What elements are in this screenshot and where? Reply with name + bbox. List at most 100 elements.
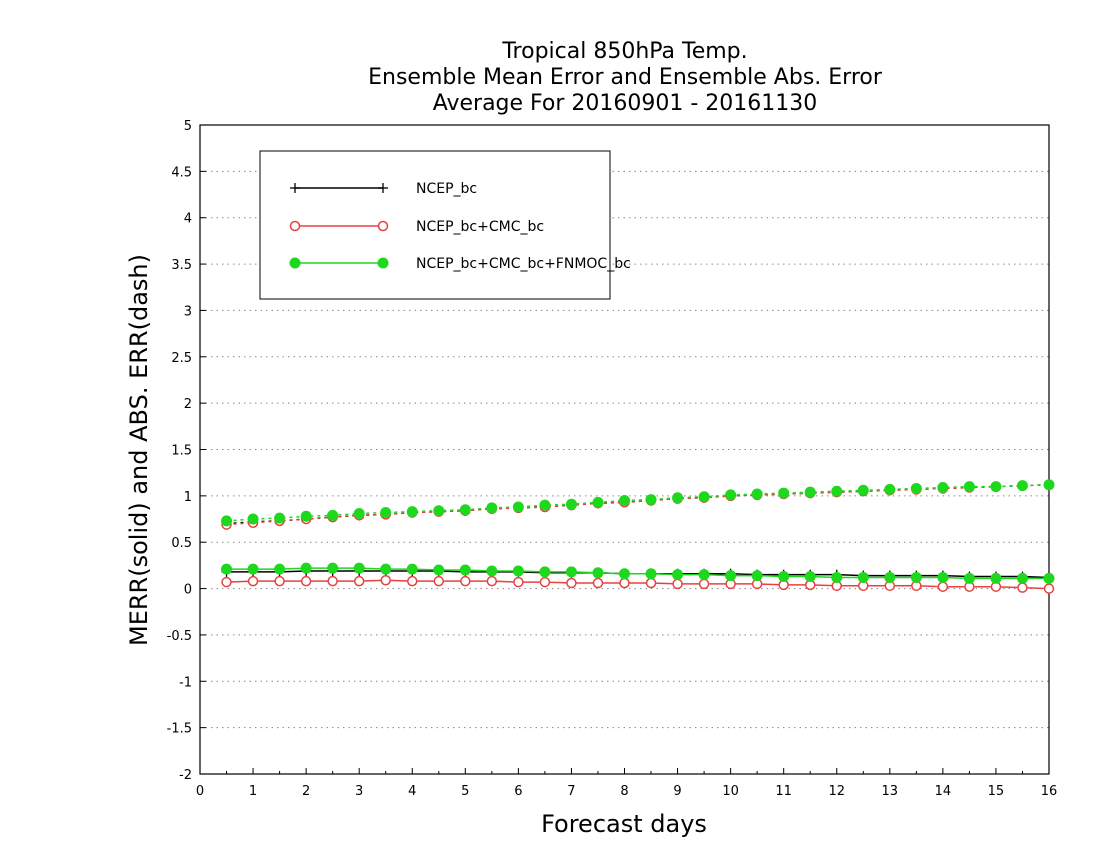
series-ncep-bc-cmc-bc-fnmoc-bc-merr-point [247,563,259,575]
legend-label: NCEP_bc [416,181,477,197]
series-ncep-bc-cmc-bc-fnmoc-bc-abs-err-point [486,502,498,514]
x-axis-ticks: 0 1 2 3 4 5 6 7 8 9 10 11 12 13 14 15 16 [196,768,1057,799]
series-ncep-bc-cmc-bc-merr-point [460,575,471,587]
y-tick-label: -1.5 [167,722,192,737]
x-tick-label: 1 [249,784,257,799]
series-ncep-bc-cmc-bc-merr-point [566,577,577,589]
legend-label: NCEP_bc+CMC_bc [416,219,544,235]
series-ncep-bc-cmc-bc-fnmoc-bc-merr-point [327,562,339,574]
series-ncep-bc-cmc-bc-fnmoc-bc-merr-point [963,572,975,584]
series-ncep-bc-cmc-bc-fnmoc-bc-abs-err-point [327,509,339,521]
series-ncep-bc-cmc-bc-merr-point [698,578,710,590]
series-group [221,479,1055,594]
series-ncep-bc-cmc-bc-fnmoc-bc-merr-point [672,569,684,581]
legend: NCEP_bc NCEP_bc+CMC_bc NCEP_bc+CMC_bc+FNMO… [259,150,631,300]
series-ncep-bc-cmc-bc-merr-point [645,577,657,589]
series-ncep-bc-cmc-bc-fnmoc-bc-merr-point [778,571,790,583]
y-tick-label: 3.5 [171,258,192,273]
series-ncep-bc-cmc-bc-merr-point [1043,583,1055,594]
series-ncep-bc-cmc-bc-fnmoc-bc-merr-point [857,571,869,583]
series-ncep-bc-cmc-bc-merr-point [300,575,312,587]
series-ncep-bc-cmc-bc-fnmoc-bc-abs-err-point [565,498,577,510]
series-ncep-bc-cmc-bc-fnmoc-bc-abs-err-point [698,491,710,503]
series-ncep-bc-cmc-bc-fnmoc-bc-merr-point [353,562,365,574]
legend-box [259,150,611,300]
series-ncep-bc-cmc-bc-merr-point [221,576,232,588]
series-ncep-bc-cmc-bc-fnmoc-bc-abs-err-point [910,482,922,494]
series-ncep-bc-cmc-bc-fnmoc-bc-abs-err-point [725,489,737,501]
series-ncep-bc-cmc-bc-fnmoc-bc-abs-err-point [672,492,684,504]
series-ncep-bc-cmc-bc-fnmoc-bc-abs-err-point [300,510,312,522]
series-ncep-bc-cmc-bc-fnmoc-bc-merr-point [406,563,418,575]
legend-marker [289,257,301,269]
series-ncep-bc-cmc-bc-merr-point [327,575,338,587]
series-ncep-bc-cmc-bc-fnmoc-bc-abs-err-point [353,507,365,519]
legend-marker [377,257,389,269]
legend-label: NCEP_bc+CMC_bc+FNMOC_bc [416,256,631,272]
legend-marker [290,183,300,193]
series-ncep-bc-cmc-bc-fnmoc-bc-abs-err-point [539,499,551,511]
y-tick-label: -1 [179,675,192,690]
series-ncep-bc-cmc-bc-fnmoc-bc-merr-point [645,568,657,580]
series-ncep-bc-cmc-bc-merr-point [407,575,418,587]
series-ncep-bc-cmc-bc-fnmoc-bc-merr-point [592,567,604,579]
series-ncep-bc-cmc-bc-merr-point [486,575,498,587]
series-ncep-bc-cmc-bc-merr-point [513,576,524,588]
series-ncep-bc-cmc-bc-merr-point [672,578,683,590]
y-tick-label: 5 [184,119,192,134]
legend-marker [289,220,301,232]
x-tick-label: 5 [461,784,469,799]
series-ncep-bc-cmc-bc-fnmoc-bc-abs-err-point [831,485,843,497]
series-ncep-bc-cmc-bc-merr-line [226,579,1050,590]
series-ncep-bc-cmc-bc-fnmoc-bc-merr-point [539,566,551,578]
series-ncep-bc-cmc-bc-fnmoc-bc-abs-err-point [963,481,975,493]
series-ncep-bc-cmc-bc-fnmoc-bc-merr-point [380,563,392,575]
series-ncep-bc-cmc-bc-abs-err-line [226,483,1050,526]
series-ncep-bc-cmc-bc-fnmoc-bc-merr-point [1043,572,1055,584]
series-ncep-bc-cmc-bc-fnmoc-bc-abs-err-point [804,486,816,498]
series-ncep-bc-cmc-bc-merr-point [539,576,551,588]
x-tick-label: 7 [567,784,575,799]
x-tick-label: 10 [722,784,739,799]
series-ncep-bc-cmc-bc-fnmoc-bc-abs-err-point [592,496,604,508]
x-tick-label: 11 [775,784,792,799]
series-ncep-bc-cmc-bc-merr-point [433,575,445,587]
y-tick-label: 4 [184,212,192,227]
series-ncep-bc-cmc-bc-fnmoc-bc-abs-err-point [1043,479,1055,491]
series-ncep-bc-cmc-bc-fnmoc-bc-merr-point [698,569,710,581]
x-tick-label: 9 [673,784,681,799]
series-ncep-bc-cmc-bc-fnmoc-bc-abs-err-point [512,501,524,513]
x-tick-label: 14 [935,784,952,799]
series-ncep-bc-cmc-bc-fnmoc-bc-abs-err-point [619,494,630,506]
legend-marker [378,183,388,193]
series-ncep-bc-cmc-bc-fnmoc-bc-merr-point [884,571,896,583]
series-ncep-bc-cmc-bc-merr-point [592,577,604,589]
series-ncep-bc-cmc-bc-fnmoc-bc-merr-point [725,570,737,582]
y-tick-label: -2 [179,768,192,783]
x-axis-title: Forecast days [541,810,707,838]
series-ncep-bc-cmc-bc-fnmoc-bc-merr-point [990,572,1002,584]
series-ncep-bc-cmc-bc-fnmoc-bc-abs-err-point [380,507,392,519]
series-ncep-bc-cmc-bc-fnmoc-bc-merr-point [486,565,498,577]
x-tick-label: 2 [302,784,310,799]
chart-title-line-1: Tropical 850hPa Temp. [501,39,747,64]
series-ncep-bc-cmc-bc-fnmoc-bc-abs-err-point [884,483,896,495]
legend-marker [377,220,389,232]
series-ncep-bc-cmc-bc-fnmoc-bc-merr-line [226,567,1049,580]
series-ncep-bc-cmc-bc-merr-point [380,574,391,586]
series-ncep-bc-cmc-bc-fnmoc-bc-merr-point [804,571,816,583]
y-axis-title: MERR(solid) and ABS. ERR(dash) [125,254,153,646]
series-ncep-bc-cmc-bc-fnmoc-bc-merr-point [300,562,312,574]
series-ncep-bc-cmc-bc-fnmoc-bc-abs-err-point [645,494,657,506]
series-ncep-bc-abs-err-line [226,483,1050,525]
series-ncep-bc-cmc-bc-fnmoc-bc-abs-err-point [433,505,445,517]
y-tick-label: 2 [184,397,192,412]
y-tick-label: 0.5 [171,536,192,551]
y-tick-label: 1.5 [171,444,192,459]
series-ncep-bc-cmc-bc-fnmoc-bc-merr-point [910,571,922,583]
series-ncep-bc-cmc-bc-fnmoc-bc-abs-err-point [778,487,790,499]
y-tick-label: -0.5 [167,629,192,644]
series-ncep-bc-cmc-bc-fnmoc-bc-merr-point [1016,572,1028,584]
series-ncep-bc-cmc-bc-fnmoc-bc-abs-err-point [990,481,1002,493]
